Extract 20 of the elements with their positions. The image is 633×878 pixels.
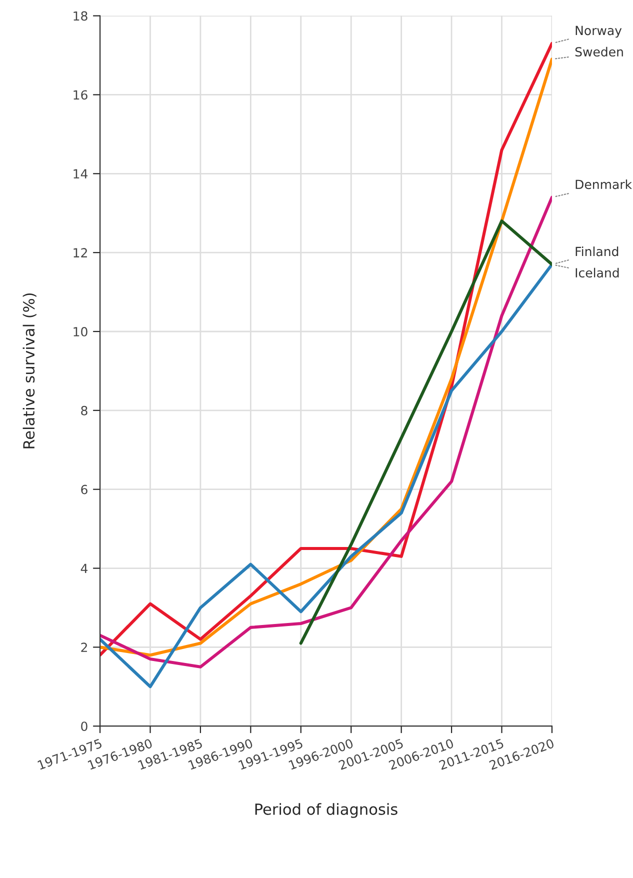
y-axis-title: Relative survival (%) (22, 293, 36, 448)
y-tick-label: 12 (74, 248, 87, 258)
x-axis-title: Period of diagnosis (255, 803, 398, 818)
line-series (299, 219, 552, 645)
series-label: Iceland (576, 268, 619, 278)
y-tick-label: 2 (81, 642, 87, 652)
y-tick-label: 4 (80, 564, 88, 574)
y-tick-label: 18 (74, 11, 88, 21)
y-tick-label: 14 (74, 169, 88, 178)
y-tick-label: 16 (74, 90, 88, 100)
series-label: Sweden (575, 46, 623, 57)
y-tick-label: 0 (81, 722, 88, 732)
text: Denmark (576, 179, 632, 190)
line-series (100, 262, 552, 688)
y-tick-label: 10 (74, 326, 88, 336)
text: Finland (576, 246, 618, 256)
y-tick-label: 6 (81, 484, 88, 494)
y-tick-label: 8 (81, 406, 88, 416)
line-series (100, 196, 552, 668)
series-label: Norway (576, 26, 622, 38)
